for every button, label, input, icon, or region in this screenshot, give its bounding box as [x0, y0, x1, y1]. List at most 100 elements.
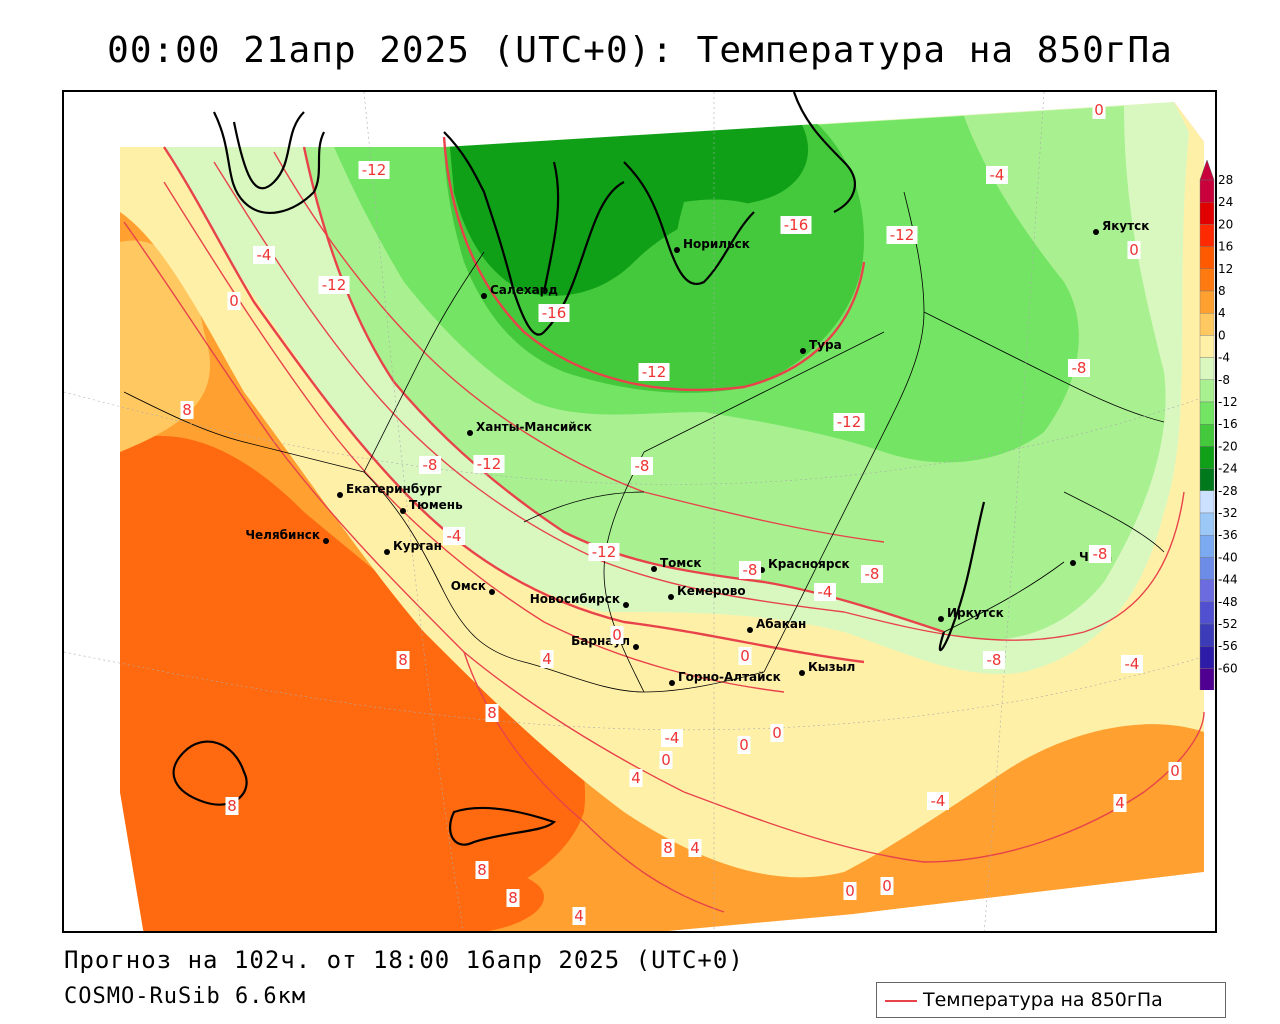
- temperature-field: [64, 92, 1215, 931]
- isotherm-label: -4: [990, 166, 1005, 184]
- colorbar-tick-label: -8: [1218, 373, 1230, 387]
- city-marker: [337, 492, 343, 498]
- colorbar-tick-label: -20: [1218, 439, 1238, 453]
- model-name: COSMO-RuSib 6.6км: [64, 984, 307, 1009]
- isotherm-label-bg: [588, 543, 620, 561]
- city-label: Кызыл: [808, 660, 855, 674]
- isotherm-label-bg: [318, 276, 350, 294]
- isotherm-label: 8: [487, 704, 497, 722]
- colorbar-swatch: [1199, 623, 1215, 647]
- isotherm-label-bg: [986, 166, 1008, 184]
- colorbar-tick-label: -48: [1218, 595, 1238, 609]
- isotherm-label-bg: [1113, 794, 1127, 812]
- colorbar-swatch: [1199, 312, 1215, 336]
- city-label: Томск: [660, 556, 702, 570]
- city-marker: [481, 293, 487, 299]
- colorbar-swatch: [1199, 379, 1215, 403]
- legend-line-swatch: [885, 1000, 917, 1002]
- isotherm-label: -8: [423, 456, 438, 474]
- isotherm-label: 8: [477, 861, 487, 879]
- isotherm-label: 4: [542, 650, 552, 668]
- isotherm-label-bg: [631, 457, 653, 475]
- isotherm-label: 4: [631, 769, 641, 787]
- isotherm-label-bg: [814, 583, 836, 601]
- city-label: Новосибирск: [530, 592, 620, 606]
- city-marker: [747, 627, 753, 633]
- colorbar-tick-label: -16: [1218, 417, 1238, 431]
- isotherm-label-bg: [538, 304, 570, 322]
- isotherm-label-bg: [419, 456, 441, 474]
- city-label: Екатеринбург: [346, 482, 442, 496]
- colorbar: 28 24 20 16 12 8 4 0 -4 -8 -12 -16 -20 -24 -28 -32 -36 -4…: [1199, 159, 1238, 690]
- city-marker: [384, 549, 390, 555]
- isotherm-label: 0: [1129, 241, 1139, 259]
- isotherm-label-bg: [1121, 655, 1143, 673]
- isotherm-label: 8: [227, 797, 237, 815]
- isotherm-label: 0: [1170, 762, 1180, 780]
- colorbar-tick-label: 20: [1218, 217, 1233, 231]
- isotherm-label-bg: [927, 792, 949, 810]
- colorbar-tick-label: -24: [1218, 462, 1238, 476]
- isotherm-label-bg: [475, 861, 489, 879]
- hot-zone-south: [364, 843, 544, 931]
- isotherm-label: -12: [322, 276, 347, 294]
- isotherm-label: 8: [508, 889, 518, 907]
- isotherm-label: 0: [882, 877, 892, 895]
- colorbar-swatch: [1199, 179, 1215, 203]
- city-label: Курган: [393, 539, 442, 553]
- colorbar-tick-label: -4: [1218, 351, 1230, 365]
- isotherm-label: -16: [542, 304, 567, 322]
- colorbar-swatch: [1199, 468, 1215, 492]
- isotherm-label: -4: [257, 246, 272, 264]
- isotherm-label-bg: [770, 724, 784, 742]
- isotherm-label-bg: [358, 161, 390, 179]
- isotherm-label: -12: [362, 161, 387, 179]
- isotherm-label-bg: [688, 839, 702, 857]
- colorbar-swatch: [1199, 268, 1215, 292]
- colorbar-tick-label: 0: [1218, 328, 1226, 342]
- colorbar-tick-label: -36: [1218, 528, 1238, 542]
- graticule: [64, 92, 1215, 931]
- colorbar-swatch: [1199, 224, 1215, 247]
- legend-label: Температура на 850гПа: [923, 989, 1163, 1011]
- coastlines: [172, 92, 986, 846]
- isotherm-label: -4: [1125, 655, 1140, 673]
- city-marker: [938, 616, 944, 622]
- city-label: Иркутск: [947, 606, 1004, 620]
- isotherm-label-bg: [843, 882, 857, 900]
- isotherm-label-bg: [253, 246, 275, 264]
- colorbar-swatch: [1199, 646, 1215, 669]
- colorbar-swatch: [1199, 290, 1215, 314]
- isotherm-label-bg: [737, 736, 751, 754]
- city-marker: [668, 594, 674, 600]
- isotherm-label: 0: [845, 882, 855, 900]
- colorbar-arrow-top: [1199, 159, 1215, 181]
- isotherm-label-bg: [225, 797, 239, 815]
- colorbar-swatch: [1199, 490, 1215, 514]
- city-marker: [800, 348, 806, 354]
- isotherm-label-bg: [880, 877, 894, 895]
- colorbar-tick-label: -12: [1218, 395, 1238, 409]
- colorbar-swatch: [1199, 512, 1215, 536]
- isotherm-label-bg: [861, 565, 883, 583]
- isotherm-label-bg: [659, 751, 673, 769]
- colorbar-swatch: [1199, 401, 1215, 425]
- city-marker: [323, 538, 329, 544]
- isotherm-label-bg: [396, 651, 410, 669]
- isotherm-label-bg: [661, 729, 683, 747]
- isotherm-label: -16: [784, 216, 809, 234]
- isotherm-label: 0: [740, 647, 750, 665]
- taymyr-zone: [674, 199, 804, 322]
- isotherm-label: -12: [592, 543, 617, 561]
- map-title: 00:00 21апр 2025 (UTC+0): Температура на…: [107, 30, 1173, 71]
- city-marker: [651, 566, 657, 572]
- isotherm-label-bg: [1089, 545, 1111, 563]
- legend-box: Температура на 850гПа: [876, 982, 1226, 1018]
- isotherm-label: -8: [743, 561, 758, 579]
- isotherm-label-bg: [443, 527, 465, 545]
- forecast-map: Салехард Норильск Тура Якутск Ханты-Мансийск…: [62, 90, 1217, 933]
- isotherm-label-bg: [780, 216, 812, 234]
- city-label: Якутск: [1102, 219, 1149, 233]
- colorbar-swatch: [1199, 357, 1215, 381]
- colorbar-tick-label: -56: [1218, 639, 1238, 653]
